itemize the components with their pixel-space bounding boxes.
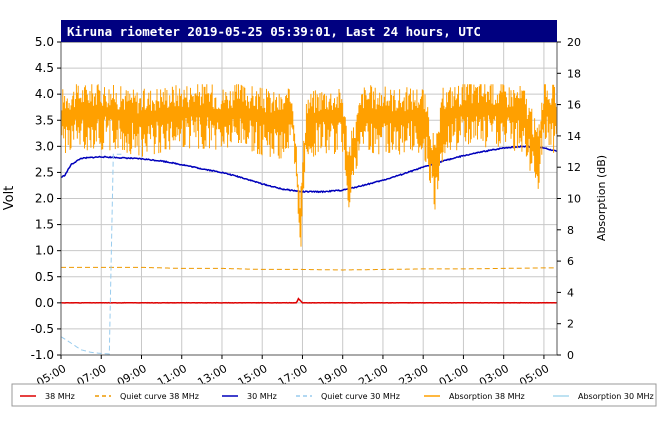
y2-tick-label: 12 — [567, 161, 581, 174]
chart-title: Kiruna riometer 2019-05-25 05:39:01, Las… — [67, 24, 481, 39]
legend-label: 38 MHz — [45, 392, 75, 401]
y2-tick-label: 14 — [567, 130, 581, 143]
y-tick-label: -1.0 — [31, 348, 54, 362]
y2-tick-label: 8 — [567, 224, 574, 237]
series-quiet-curve-30-mhz — [60, 153, 122, 355]
y2-tick-label: 0 — [567, 349, 574, 362]
y2-tick-label: 4 — [567, 286, 574, 299]
y-tick-label: -0.5 — [31, 322, 54, 336]
y-tick-label: 2.5 — [35, 165, 54, 179]
y2-tick-label: 16 — [567, 99, 581, 112]
y-axis-title: Volt — [2, 186, 17, 211]
y2-tick-label: 20 — [567, 36, 581, 49]
legend-label: Absorption 30 MHz — [578, 392, 654, 401]
legend-box — [11, 383, 657, 407]
title-background — [61, 20, 557, 42]
y-tick-label: 1.0 — [35, 244, 54, 258]
series-layer — [60, 84, 558, 355]
series-quiet-curve-38-mhz — [61, 266, 557, 271]
y2-tick-label: 2 — [567, 318, 574, 331]
series-30-mhz — [60, 145, 558, 194]
y-tick-label: 4.0 — [35, 87, 54, 101]
legend-label: Absorption 38 MHz — [449, 392, 525, 401]
y-tick-label: 3.5 — [35, 113, 54, 127]
series-line — [60, 153, 122, 355]
y-axis-ticks: 5.0 4.5 4.0 3.5 3.0 2.5 2.0 1.5 1.0 0.5 0.0 -0.5 -1.… — [31, 35, 61, 362]
y2-tick-label: 18 — [567, 67, 581, 80]
y-tick-label: 0.0 — [35, 296, 54, 310]
y-tick-label: 1.5 — [35, 218, 54, 232]
y-tick-label: 5.0 — [35, 35, 54, 49]
y2-tick-label: 6 — [567, 255, 574, 268]
y-tick-label: 2.0 — [35, 192, 54, 206]
title-bar: Kiruna riometer 2019-05-25 05:39:01, Las… — [61, 20, 557, 42]
series-38-mhz — [61, 297, 557, 304]
y-tick-label: 3.0 — [35, 139, 54, 153]
y-tick-label: 0.5 — [35, 270, 54, 284]
series-line — [61, 266, 557, 271]
legend: 38 MHz Quiet curve 38 MHz 30 MHz Quiet curv… — [11, 383, 657, 407]
legend-label: 30 MHz — [247, 392, 277, 401]
series-line — [60, 145, 558, 194]
legend-label: Quiet curve 30 MHz — [321, 392, 400, 401]
legend-label: Quiet curve 38 MHz — [120, 392, 199, 401]
series-line — [61, 297, 557, 304]
y2-axis-title: Absorption (dB) — [595, 155, 608, 241]
y-tick-label: 4.5 — [35, 61, 54, 75]
y2-tick-label: 10 — [567, 193, 581, 206]
